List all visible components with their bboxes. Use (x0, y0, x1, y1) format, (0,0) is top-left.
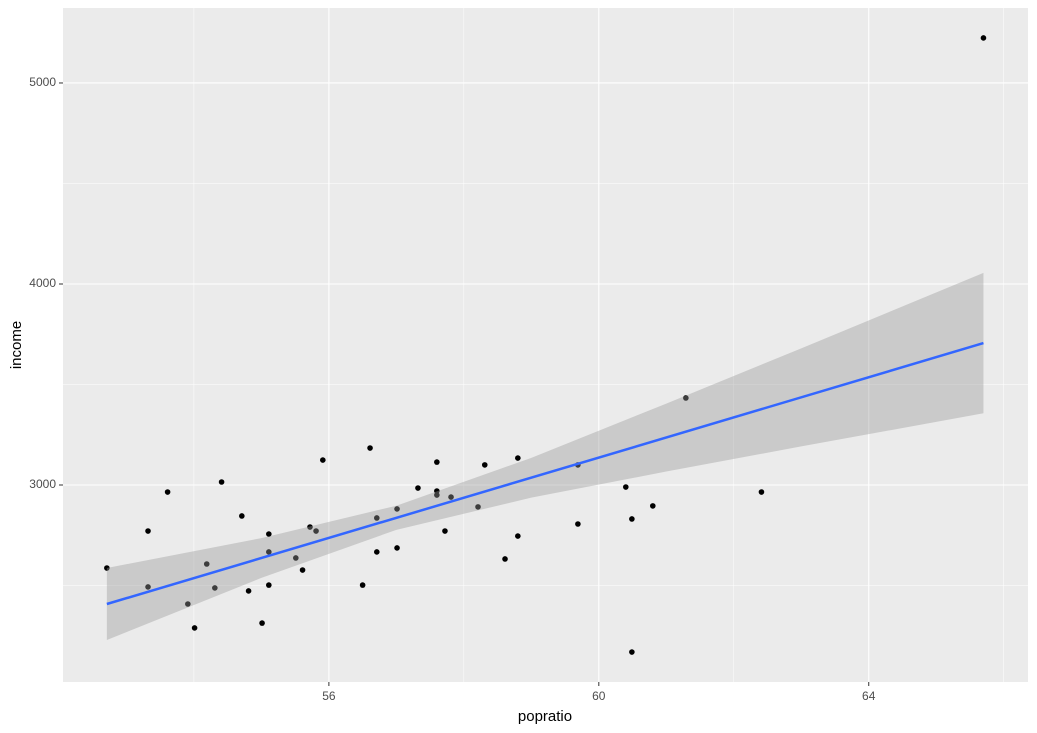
point (185, 601, 191, 607)
point (191, 625, 198, 631)
point (629, 649, 635, 655)
fit-line (106, 341, 984, 606)
y-tick-label: 5000 (29, 75, 56, 89)
point (266, 531, 272, 537)
point (481, 462, 488, 468)
point (515, 533, 521, 539)
point (758, 489, 765, 495)
point (145, 584, 151, 590)
y-tick-label: 4000 (29, 276, 56, 290)
point (373, 515, 380, 521)
y-axis-title: income (8, 321, 25, 369)
point (394, 506, 400, 512)
point (623, 484, 629, 490)
point (320, 457, 326, 463)
x-tick-label: 64 (862, 689, 876, 703)
point (442, 528, 448, 534)
point (683, 395, 689, 401)
point (313, 528, 319, 534)
point (307, 524, 313, 530)
point (502, 556, 508, 562)
point (259, 620, 265, 626)
point (475, 504, 481, 510)
x-tick-label: 60 (592, 689, 606, 703)
point (373, 549, 380, 555)
point (299, 567, 306, 573)
point (434, 459, 440, 465)
x-tick-label: 56 (322, 689, 336, 703)
point (367, 445, 373, 451)
y-tick-label: 3000 (29, 477, 56, 491)
point (649, 503, 656, 509)
point (575, 521, 581, 527)
point (266, 549, 272, 555)
point (629, 516, 635, 522)
point (212, 585, 218, 591)
point (293, 555, 299, 561)
x-axis-title: popratio (518, 708, 572, 725)
confidence-band (106, 272, 984, 640)
point (434, 492, 440, 498)
point (394, 545, 400, 551)
point (434, 488, 440, 494)
point (980, 35, 987, 41)
point (104, 565, 110, 571)
point (145, 528, 151, 534)
point (415, 485, 421, 491)
point (359, 582, 366, 588)
point (218, 479, 225, 485)
point (239, 513, 245, 519)
point (245, 588, 252, 594)
point (266, 582, 272, 588)
point (203, 561, 210, 567)
point (448, 494, 454, 500)
point (164, 489, 171, 495)
point (515, 455, 521, 461)
